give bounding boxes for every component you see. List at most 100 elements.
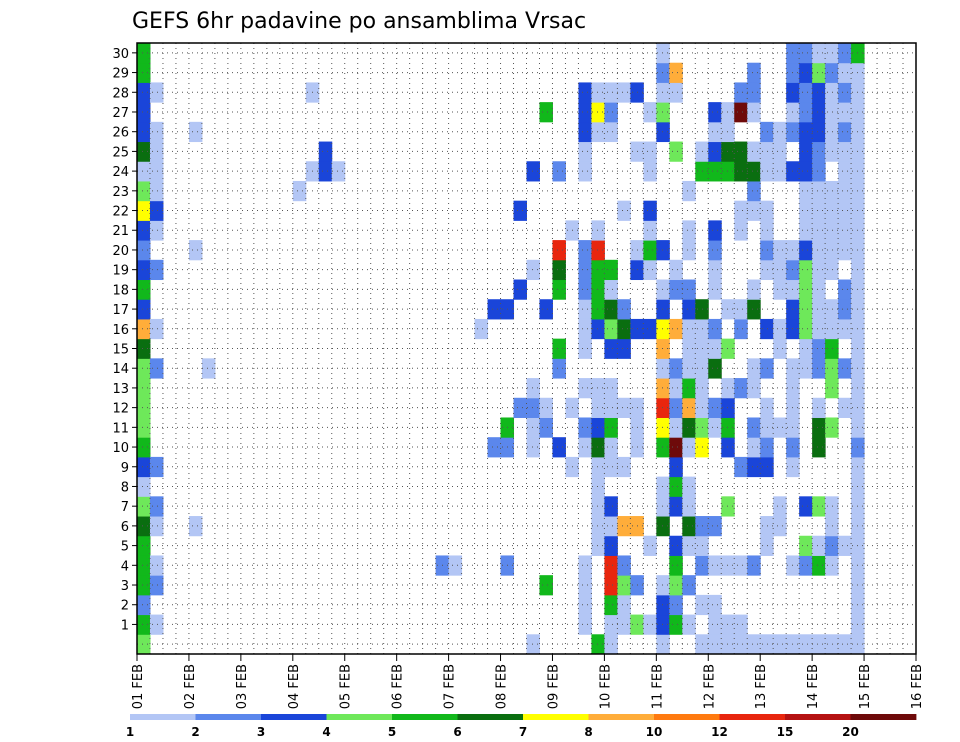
heatmap-cell [137,220,151,241]
heatmap-cell [578,575,592,596]
heatmap-cell [149,496,164,517]
heatmap-cell [708,634,722,655]
heatmap-cell [708,614,722,635]
heatmap-cell [643,535,657,556]
y-tick-label: 17 [112,303,129,318]
heatmap-cell [552,259,566,281]
heatmap-cell [747,180,761,202]
heatmap-cell [773,121,787,143]
heatmap-cell [812,417,826,438]
heatmap-cell [604,338,618,359]
colorbar-segment [326,714,393,720]
heatmap-cell [526,437,540,458]
heatmap-cell [812,161,826,182]
heatmap-cell [669,594,683,616]
x-tick-label: 16 FEB [910,664,925,709]
heatmap-cell [682,299,696,320]
heatmap-cell [137,397,151,418]
heatmap-cell [656,516,670,537]
heatmap-cell [604,279,618,300]
heatmap-cell [149,259,164,281]
heatmap-cell [539,397,553,418]
y-tick-label: 11 [112,421,129,436]
heatmap-cell [838,43,852,64]
heatmap-cell [539,417,553,438]
heatmap-cell [188,240,203,261]
heatmap-cell [656,358,670,379]
heatmap-cell [682,338,696,359]
heatmap-cell [578,417,592,438]
heatmap-cell [591,102,605,123]
heatmap-cell [773,259,787,281]
heatmap-cell [617,594,631,616]
y-tick-label: 20 [112,244,129,259]
heatmap-cell [604,102,618,123]
heatmap-cell [137,496,151,517]
heatmap-cell [149,141,164,162]
y-tick-label: 15 [112,343,129,358]
heatmap-cell [604,594,618,616]
heatmap-cell [838,358,852,379]
y-tick-label: 10 [112,441,129,456]
heatmap-cell [708,141,722,162]
heatmap-cell [812,358,826,379]
heatmap-cell [617,614,631,635]
heatmap-cell [656,43,670,64]
heatmap-cell [825,417,839,438]
heatmap-cell [643,161,657,182]
heatmap-cell [747,358,761,379]
heatmap-cell [656,437,670,458]
heatmap-cell [604,299,618,320]
heatmap-cell [578,299,592,320]
y-tick-label: 9 [121,461,129,476]
heatmap-cell [799,338,813,359]
heatmap-cell [682,417,696,438]
heatmap-cell [825,82,839,103]
heatmap-cell [526,259,540,281]
heatmap-cell [526,397,540,418]
heatmap-cell [760,141,774,162]
heatmap-cell [669,279,683,300]
heatmap-cell [669,141,683,162]
heatmap-cell [643,318,657,340]
heatmap-cell [708,397,722,418]
heatmap-cell [708,259,722,281]
heatmap-cell [812,299,826,320]
heatmap-cell [812,82,826,103]
heatmap-cell [149,318,164,340]
heatmap-cell [812,437,826,458]
heatmap-cell [747,141,761,162]
y-tick-label: 6 [121,520,129,535]
heatmap-cell [773,516,787,537]
heatmap-cell [799,318,813,340]
heatmap-cell [604,318,618,340]
y-tick-label: 24 [112,165,129,180]
heatmap-cell [838,397,852,418]
heatmap-cell [591,318,605,340]
heatmap-cell [838,634,852,655]
heatmap-cell [799,161,813,182]
heatmap-cell [552,437,566,458]
heatmap-cell [669,358,683,379]
heatmap-cell [617,397,631,418]
heatmap-cell [760,121,774,143]
heatmap-cell [747,417,761,438]
heatmap-cell [578,141,592,162]
heatmap-cell [513,397,527,418]
heatmap-cell [825,200,839,221]
heatmap-cell [513,200,527,221]
heatmap-cell [137,299,151,320]
heatmap-cell [578,318,592,340]
heatmap-cell [137,614,151,635]
heatmap-cell [708,121,722,143]
heatmap-cell [137,141,151,162]
heatmap-cell [591,417,605,438]
heatmap-cell [137,456,151,478]
heatmap-cell [318,161,333,182]
heatmap-cell [669,437,683,458]
heatmap-cell [552,338,566,359]
heatmap-cell [812,220,826,241]
heatmap-cell [799,299,813,320]
heatmap-cell [812,318,826,340]
heatmap-cell [760,437,774,458]
